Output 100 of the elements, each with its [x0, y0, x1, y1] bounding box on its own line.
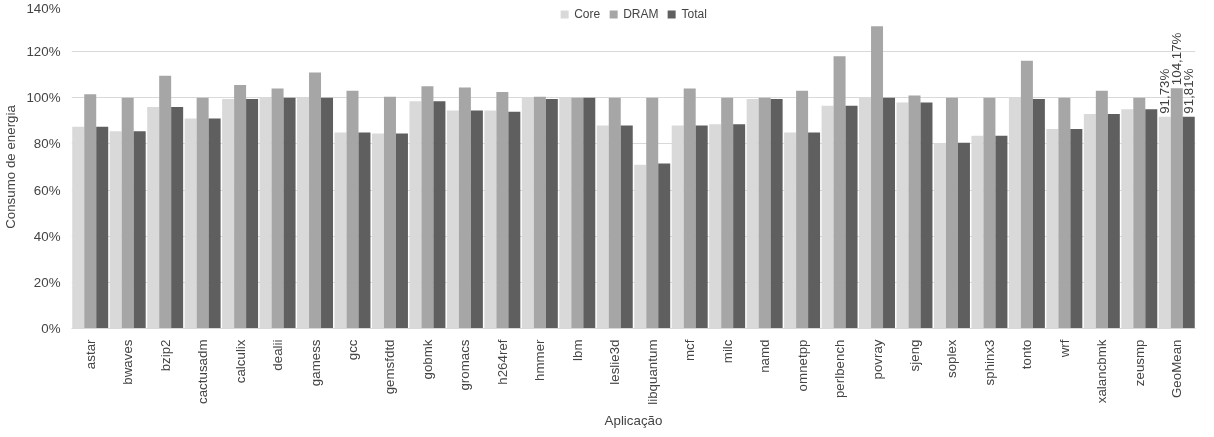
bar	[1032, 98, 1045, 329]
x-tick-label: gobmk	[419, 339, 435, 380]
y-tick-label: 100%	[26, 90, 61, 106]
x-tick-label: cactusadm	[195, 339, 211, 404]
x-tick-label: sphinx3	[981, 339, 997, 386]
bar	[545, 98, 558, 329]
bar	[496, 92, 509, 329]
y-tick-label: 20%	[33, 274, 61, 290]
bar	[1133, 97, 1146, 329]
y-tick-label: 40%	[33, 228, 61, 244]
bar	[646, 97, 659, 329]
y-tick-label: 140%	[26, 0, 61, 16]
x-tick-label: leslie3d	[607, 339, 623, 385]
bar	[945, 97, 958, 329]
x-tick-label: bwaves	[120, 339, 136, 385]
legend-label: DRAM	[623, 7, 659, 21]
bar	[1020, 60, 1033, 329]
bar	[983, 97, 996, 329]
y-tick-label: 120%	[26, 44, 61, 60]
bar	[433, 101, 446, 329]
bar	[271, 88, 284, 329]
bar	[358, 132, 371, 329]
bar	[346, 90, 359, 329]
bar	[196, 97, 209, 329]
bar	[758, 97, 771, 329]
bar	[208, 118, 221, 329]
bar	[957, 142, 970, 329]
bar	[533, 96, 546, 329]
bar	[1182, 116, 1195, 329]
bar	[658, 163, 671, 329]
x-tick-label: h264ref	[494, 339, 510, 385]
bar	[84, 94, 97, 329]
x-tick-label: povray	[869, 339, 885, 380]
bar	[583, 97, 596, 329]
bar	[883, 97, 896, 329]
legend-label: Core	[574, 7, 601, 21]
bar	[508, 111, 521, 329]
x-tick-label: soplex	[944, 339, 960, 379]
x-tick-label: gemsfdtd	[382, 339, 398, 395]
x-tick-label: gamess	[307, 339, 323, 387]
bar	[733, 124, 746, 329]
x-tick-label: namd	[757, 339, 773, 373]
bar	[845, 105, 858, 329]
bar	[383, 96, 396, 329]
bar	[721, 97, 734, 329]
x-tick-label: gcc	[345, 339, 360, 361]
bar	[1095, 90, 1108, 329]
x-tick-label: astar	[82, 338, 98, 370]
x-tick-label: wrf	[1056, 339, 1072, 359]
bar	[309, 72, 322, 329]
bar	[171, 107, 184, 329]
x-tick-label: lbm	[569, 339, 585, 361]
bar	[458, 87, 471, 329]
y-axis-title: Consumo de energia	[3, 104, 19, 229]
x-tick-label: mcf	[682, 339, 698, 361]
bar	[683, 88, 696, 329]
bar	[121, 97, 134, 329]
bar	[159, 75, 172, 329]
bar	[920, 102, 933, 329]
bar	[833, 56, 846, 329]
y-tick-label: 60%	[33, 182, 61, 198]
x-tick-label: perlbench	[832, 339, 848, 399]
x-tick-label: gromacs	[457, 339, 473, 391]
bar	[1058, 97, 1071, 329]
x-tick-label: dealii	[270, 339, 286, 371]
bar	[470, 110, 483, 329]
bar	[871, 26, 884, 329]
bar	[808, 132, 821, 329]
bar	[995, 135, 1008, 329]
x-tick-label: zeusmp	[1131, 339, 1147, 387]
x-tick-label: libquantum	[644, 339, 660, 405]
bar	[395, 133, 408, 329]
bar	[246, 98, 259, 329]
x-tick-label: calculix	[232, 339, 248, 384]
bar	[608, 97, 621, 329]
bar	[695, 125, 708, 329]
x-tick-label: hmmer	[532, 338, 548, 381]
bar	[283, 97, 296, 329]
x-tick-label: GeoMean	[1169, 339, 1185, 399]
bar	[1070, 128, 1083, 329]
bar	[421, 86, 434, 329]
bar	[571, 97, 584, 329]
bar	[796, 90, 809, 329]
bar	[96, 126, 109, 329]
bar	[234, 85, 247, 329]
x-tick-label: tonto	[1019, 339, 1035, 370]
x-axis-title: Aplicação	[604, 412, 663, 428]
x-tick-label: sjeng	[907, 339, 922, 372]
y-tick-label: 80%	[33, 136, 61, 152]
bar	[133, 131, 146, 329]
bar	[770, 98, 783, 329]
bar	[620, 125, 633, 329]
x-tick-label: milc	[719, 339, 735, 364]
legend-label: Total	[681, 7, 707, 21]
bar	[908, 95, 921, 329]
bar	[1107, 113, 1120, 329]
bar	[321, 97, 334, 329]
x-tick-label: bzip2	[157, 339, 173, 372]
x-tick-label: omnetpp	[794, 339, 810, 392]
bar	[1145, 109, 1158, 329]
